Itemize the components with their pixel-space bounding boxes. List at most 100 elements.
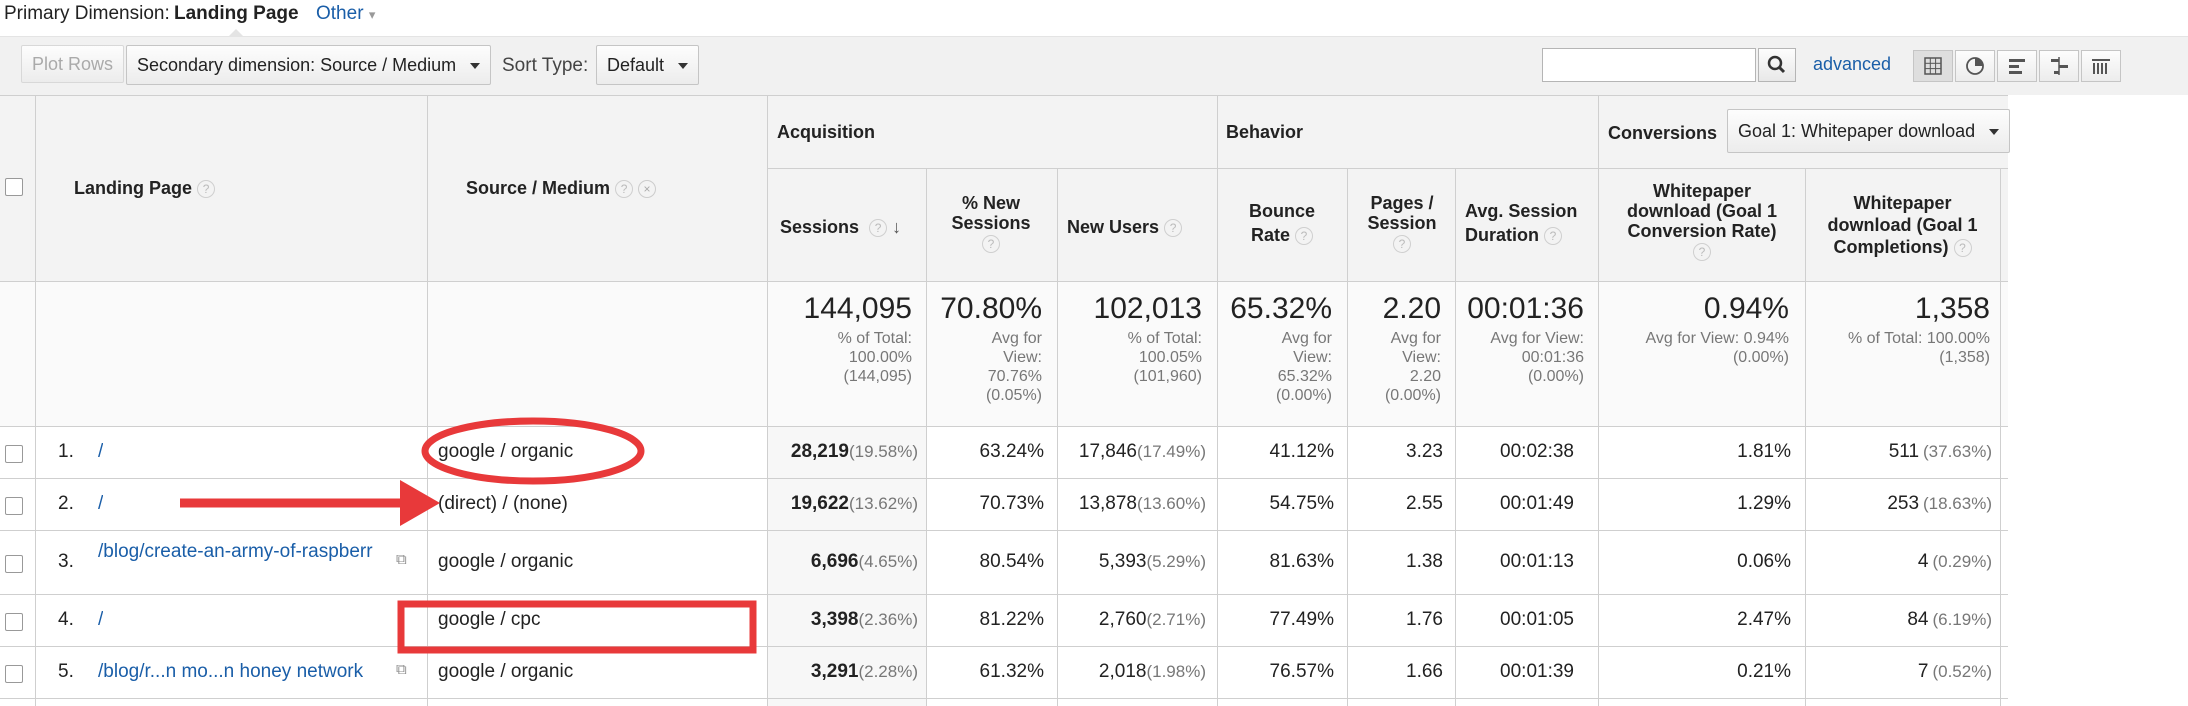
pages-session-value: 1.66 bbox=[1406, 661, 1443, 682]
total-caption: % of Total: 100.00% (1,358) bbox=[1847, 330, 1990, 366]
sessions-percent: (2.36%) bbox=[858, 610, 918, 629]
new-sessions-value: 80.54% bbox=[979, 551, 1044, 572]
help-icon[interactable]: ? bbox=[197, 180, 216, 199]
help-icon[interactable]: ? bbox=[1693, 243, 1711, 262]
divider bbox=[0, 530, 2008, 531]
total-value: 102,013 bbox=[1093, 292, 1202, 325]
avg-duration-value: 00:01:05 bbox=[1500, 609, 1574, 630]
view-comparison-button[interactable] bbox=[2039, 50, 2079, 82]
divider bbox=[926, 168, 927, 706]
divider bbox=[0, 698, 2008, 699]
landing-page-link[interactable]: / bbox=[98, 493, 104, 514]
help-icon[interactable]: ? bbox=[1295, 227, 1314, 246]
divider bbox=[1805, 168, 1806, 706]
new-users-value: 17,846 bbox=[1078, 441, 1138, 462]
open-external-icon[interactable]: ⧉ bbox=[396, 551, 407, 568]
landing-page-link[interactable]: /blog/create-an-army-of-raspberr bbox=[98, 541, 373, 562]
divider bbox=[1347, 168, 1348, 706]
help-icon[interactable]: ? bbox=[615, 180, 634, 199]
pie-chart-icon bbox=[1966, 57, 1984, 75]
col-conv-rate[interactable]: Whitepaper download (Goal 1 Conversion R… bbox=[1626, 181, 1777, 262]
selected-pointer-icon bbox=[228, 29, 244, 37]
primary-dimension-bar: Primary Dimension: Landing Page Other ▾ bbox=[0, 0, 2188, 37]
col-completions[interactable]: Whitepaper download (Goal 1 Completions)… bbox=[1827, 193, 1978, 258]
col-pages-session[interactable]: Pages / Session? bbox=[1367, 193, 1437, 254]
landing-page-link[interactable]: /blog/r...n mo...n honey network bbox=[98, 661, 364, 682]
pages-session-value: 1.38 bbox=[1406, 551, 1443, 572]
col-new-sessions[interactable]: % New Sessions? bbox=[951, 193, 1031, 254]
col-new-users[interactable]: New Users ? bbox=[1067, 217, 1183, 238]
divider bbox=[767, 168, 2008, 169]
table-search-input[interactable] bbox=[1542, 48, 1756, 82]
new-users-percent: (2.71%) bbox=[1146, 610, 1206, 629]
help-icon[interactable]: ? bbox=[869, 219, 888, 238]
sort-type-select[interactable]: Default bbox=[596, 45, 700, 85]
completions-cell: 84 (6.19%) bbox=[1808, 609, 1992, 631]
sorted-column-bg bbox=[767, 427, 926, 706]
advanced-filter-link[interactable]: advanced bbox=[1813, 54, 1892, 74]
new-users-cell: 5,393(5.29%) bbox=[1060, 551, 1206, 573]
bounce-rate-value: 76.57% bbox=[1269, 661, 1334, 682]
col-bounce-rate[interactable]: Bounce Rate ? bbox=[1248, 201, 1315, 246]
divider bbox=[0, 95, 2008, 96]
select-all-checkbox[interactable] bbox=[5, 178, 23, 196]
primary-dimension-landing-page[interactable]: Landing Page bbox=[174, 3, 299, 24]
view-table-button[interactable] bbox=[1913, 50, 1953, 82]
divider bbox=[0, 594, 2008, 595]
plot-rows-button[interactable]: Plot Rows bbox=[21, 45, 125, 83]
divider bbox=[0, 646, 2008, 647]
completions-cell: 7 (0.52%) bbox=[1808, 661, 1992, 683]
row-checkbox[interactable] bbox=[5, 665, 23, 683]
view-performance-button[interactable] bbox=[1997, 50, 2037, 82]
new-users-value: 5,393 bbox=[1098, 551, 1147, 572]
landing-page-link[interactable]: / bbox=[98, 609, 104, 630]
completions-cell: 253 (18.63%) bbox=[1808, 493, 1992, 515]
total-value: 65.32% bbox=[1230, 292, 1332, 325]
help-icon[interactable]: ? bbox=[1544, 227, 1563, 246]
completions-value: 4 bbox=[1917, 551, 1929, 572]
help-icon[interactable]: ? bbox=[982, 235, 1000, 254]
new-users-percent: (5.29%) bbox=[1146, 552, 1206, 571]
avg-duration-value: 00:01:49 bbox=[1500, 493, 1574, 514]
avg-duration-value: 00:02:38 bbox=[1500, 441, 1574, 462]
row-index: 2. bbox=[58, 493, 74, 514]
row-index: 5. bbox=[58, 661, 74, 682]
col-avg-duration[interactable]: Avg. Session Duration ? bbox=[1465, 201, 1578, 246]
new-sessions-value: 70.73% bbox=[979, 493, 1044, 514]
help-icon[interactable]: ? bbox=[1953, 239, 1972, 258]
remove-dimension-icon[interactable]: × bbox=[638, 180, 657, 199]
sessions-cell: 3,398(2.36%) bbox=[770, 609, 918, 631]
avg-duration-value: 00:01:39 bbox=[1500, 661, 1574, 682]
bounce-rate-value: 81.63% bbox=[1269, 551, 1334, 572]
row-checkbox[interactable] bbox=[5, 555, 23, 573]
new-sessions-value: 61.32% bbox=[979, 661, 1044, 682]
open-external-icon[interactable]: ⧉ bbox=[396, 661, 407, 678]
secondary-dimension-select[interactable]: Secondary dimension: Source / Medium bbox=[126, 45, 492, 85]
divider bbox=[767, 95, 768, 706]
goal-select[interactable]: Goal 1: Whitepaper download bbox=[1727, 109, 2011, 153]
primary-dimension-other[interactable]: Other ▾ bbox=[316, 3, 376, 24]
bounce-rate-value: 54.75% bbox=[1269, 493, 1334, 514]
new-users-value: 2,018 bbox=[1098, 661, 1147, 682]
landing-page-link[interactable]: / bbox=[98, 441, 104, 462]
view-pie-button[interactable] bbox=[1955, 50, 1995, 82]
divider bbox=[0, 281, 2008, 282]
row-checkbox[interactable] bbox=[5, 613, 23, 631]
col-sessions[interactable]: Sessions ? ↓ bbox=[780, 217, 902, 238]
dropdown-caret-icon bbox=[1989, 129, 2000, 136]
conv-rate-value: 1.81% bbox=[1737, 441, 1791, 462]
total-value: 70.80% bbox=[940, 292, 1042, 325]
view-pivot-button[interactable] bbox=[2081, 50, 2121, 82]
row-checkbox[interactable] bbox=[5, 445, 23, 463]
source-medium-value: google / organic bbox=[438, 551, 574, 572]
search-button[interactable] bbox=[1758, 48, 1796, 82]
help-icon[interactable]: ? bbox=[1164, 219, 1183, 238]
total-caption: Avg for View: 70.76% (0.05%) bbox=[985, 330, 1042, 404]
row-checkbox[interactable] bbox=[5, 497, 23, 515]
help-icon[interactable]: ? bbox=[1393, 235, 1411, 254]
col-landing-page[interactable]: Landing Page ? bbox=[74, 178, 216, 199]
conv-rate-value: 0.06% bbox=[1737, 551, 1791, 572]
pages-session-value: 1.76 bbox=[1406, 609, 1443, 630]
sessions-value: 3,398 bbox=[810, 609, 859, 630]
col-source-medium[interactable]: Source / Medium ? × bbox=[466, 178, 657, 199]
